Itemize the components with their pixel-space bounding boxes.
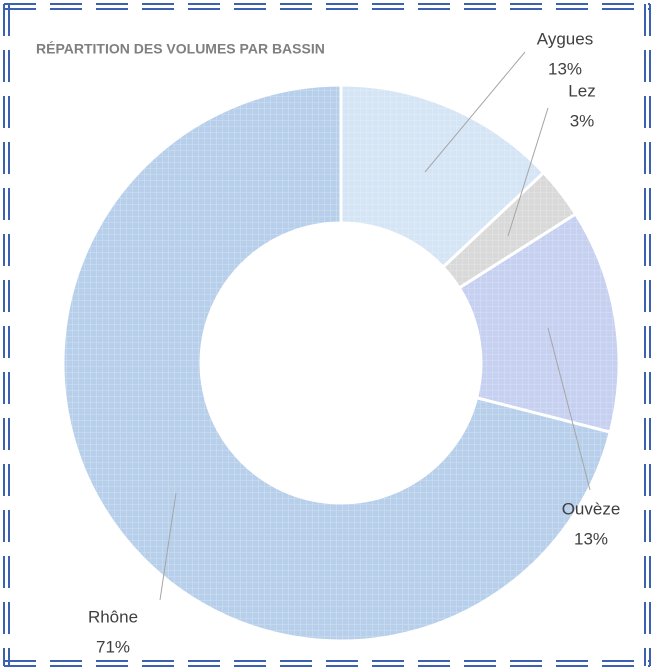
value-label: 3% (570, 111, 595, 130)
leader-line (507, 107, 549, 237)
leader-line (547, 327, 591, 491)
leader-line (159, 492, 177, 601)
value-label: 13% (548, 59, 582, 78)
category-label: Lez (568, 81, 595, 100)
value-label: 13% (574, 529, 608, 548)
value-label: 71% (96, 637, 130, 656)
category-label: Aygues (537, 29, 593, 48)
category-label: Ouvèze (562, 499, 621, 518)
chart-title: RÉPARTITION DES VOLUMES PAR BASSIN (36, 41, 325, 57)
frame (3, 3, 651, 667)
leader-line (424, 51, 526, 173)
category-label: Rhône (88, 607, 138, 626)
